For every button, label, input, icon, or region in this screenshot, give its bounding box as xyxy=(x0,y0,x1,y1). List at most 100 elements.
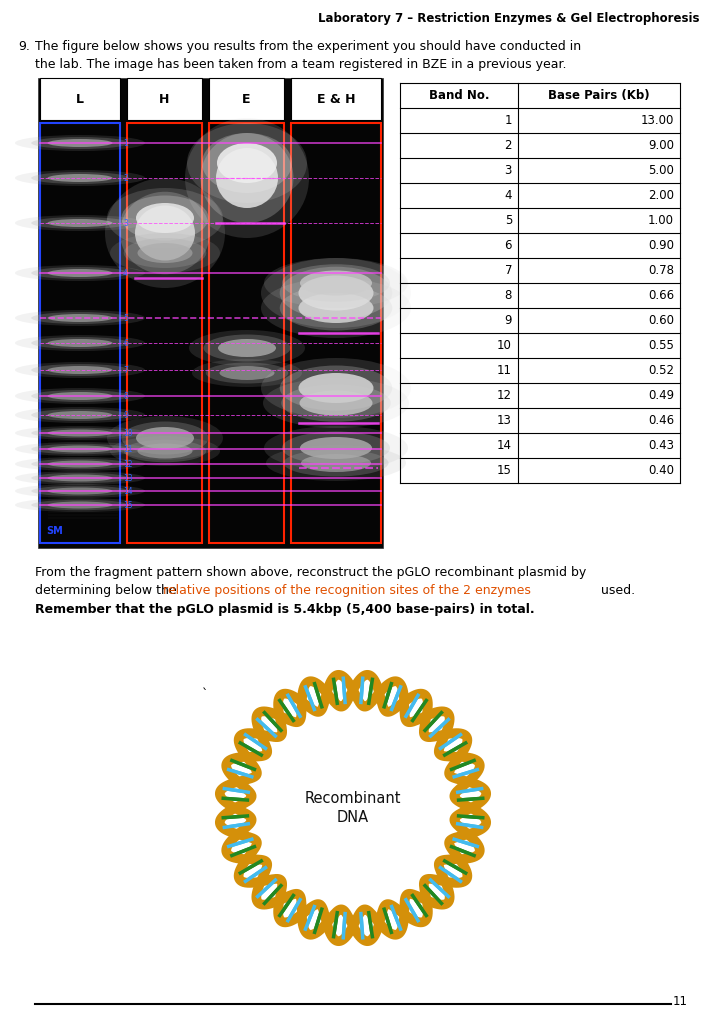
Ellipse shape xyxy=(31,337,128,349)
Ellipse shape xyxy=(47,174,112,182)
Ellipse shape xyxy=(284,450,388,476)
Ellipse shape xyxy=(110,233,220,273)
Text: 9.00: 9.00 xyxy=(648,139,674,152)
Ellipse shape xyxy=(31,312,128,324)
Ellipse shape xyxy=(192,359,302,387)
Text: 4: 4 xyxy=(123,269,128,278)
Ellipse shape xyxy=(31,364,128,376)
Text: 11: 11 xyxy=(673,995,688,1008)
Ellipse shape xyxy=(280,267,393,320)
Text: 6: 6 xyxy=(505,239,512,252)
Ellipse shape xyxy=(15,407,145,423)
Text: 1: 1 xyxy=(505,114,512,127)
Ellipse shape xyxy=(47,392,112,400)
Text: 14: 14 xyxy=(123,487,133,496)
Ellipse shape xyxy=(120,191,210,274)
Text: L: L xyxy=(76,93,84,106)
Ellipse shape xyxy=(300,271,372,295)
Ellipse shape xyxy=(136,427,194,449)
Text: 5: 5 xyxy=(505,214,512,227)
Text: 0.90: 0.90 xyxy=(648,239,674,252)
Ellipse shape xyxy=(264,258,408,308)
Text: 4: 4 xyxy=(505,189,512,202)
Ellipse shape xyxy=(138,444,193,458)
Ellipse shape xyxy=(31,390,128,402)
Ellipse shape xyxy=(189,330,305,366)
Ellipse shape xyxy=(15,484,145,498)
Ellipse shape xyxy=(31,428,128,439)
Text: 0.78: 0.78 xyxy=(648,264,674,277)
Text: 0.52: 0.52 xyxy=(648,364,674,377)
Ellipse shape xyxy=(107,416,223,460)
Text: 11: 11 xyxy=(123,445,133,453)
Ellipse shape xyxy=(282,265,390,301)
Text: 13: 13 xyxy=(497,414,512,427)
Text: 15: 15 xyxy=(497,464,512,477)
Bar xyxy=(38,78,383,548)
Ellipse shape xyxy=(266,445,406,480)
Ellipse shape xyxy=(31,409,128,421)
Ellipse shape xyxy=(15,388,145,404)
Ellipse shape xyxy=(47,366,112,374)
Text: 10: 10 xyxy=(123,429,133,438)
Ellipse shape xyxy=(47,488,112,495)
Ellipse shape xyxy=(15,170,145,186)
Ellipse shape xyxy=(15,426,145,440)
Ellipse shape xyxy=(124,440,206,462)
Text: 2: 2 xyxy=(123,173,128,182)
Ellipse shape xyxy=(217,143,277,183)
Text: 9: 9 xyxy=(123,410,128,419)
Ellipse shape xyxy=(124,238,206,268)
Ellipse shape xyxy=(15,135,145,151)
Ellipse shape xyxy=(107,188,223,248)
Ellipse shape xyxy=(263,378,409,428)
Ellipse shape xyxy=(136,203,194,233)
Bar xyxy=(127,123,202,543)
Ellipse shape xyxy=(300,437,372,459)
Ellipse shape xyxy=(31,500,128,510)
FancyBboxPatch shape xyxy=(209,78,284,120)
Ellipse shape xyxy=(15,265,145,281)
Ellipse shape xyxy=(282,432,390,464)
Ellipse shape xyxy=(135,206,195,261)
Ellipse shape xyxy=(185,118,309,238)
Ellipse shape xyxy=(15,335,145,351)
Text: Band No.: Band No. xyxy=(429,89,489,102)
Text: E: E xyxy=(242,93,251,106)
Ellipse shape xyxy=(301,454,371,472)
Ellipse shape xyxy=(15,442,145,456)
Ellipse shape xyxy=(202,133,292,193)
Text: 1: 1 xyxy=(123,138,128,148)
Ellipse shape xyxy=(280,285,393,331)
Text: SM: SM xyxy=(46,526,63,536)
Ellipse shape xyxy=(47,339,112,347)
Ellipse shape xyxy=(299,373,373,403)
Text: 12: 12 xyxy=(497,389,512,402)
Text: 15: 15 xyxy=(123,501,133,509)
Ellipse shape xyxy=(261,258,411,328)
Text: 9.: 9. xyxy=(18,40,30,53)
Ellipse shape xyxy=(187,123,307,203)
Text: 6: 6 xyxy=(123,339,128,347)
FancyBboxPatch shape xyxy=(291,78,381,120)
Ellipse shape xyxy=(47,269,112,277)
Ellipse shape xyxy=(31,137,128,149)
Text: 0.60: 0.60 xyxy=(648,314,674,327)
Text: 5: 5 xyxy=(123,314,128,323)
Text: the lab. The image has been taken from a team registered in BZE in a previous ye: the lab. The image has been taken from a… xyxy=(35,58,566,71)
Text: 3: 3 xyxy=(505,164,512,177)
Text: 0.66: 0.66 xyxy=(648,289,674,302)
Ellipse shape xyxy=(47,411,112,419)
Text: 10: 10 xyxy=(497,339,512,352)
Text: 9: 9 xyxy=(505,314,512,327)
Text: relative positions of the recognition sites of the 2 enzymes: relative positions of the recognition si… xyxy=(163,584,531,597)
Ellipse shape xyxy=(110,436,220,466)
Text: 11: 11 xyxy=(497,364,512,377)
Ellipse shape xyxy=(218,339,276,357)
Ellipse shape xyxy=(15,471,145,485)
Text: 2.00: 2.00 xyxy=(648,189,674,202)
Ellipse shape xyxy=(47,502,112,509)
Text: determining below the: determining below the xyxy=(35,584,181,597)
Text: 0.43: 0.43 xyxy=(648,439,674,452)
Text: Remember that the pGLO plasmid is 5.4kbp (5,400 base-pairs) in total.: Remember that the pGLO plasmid is 5.4kbp… xyxy=(35,603,534,616)
